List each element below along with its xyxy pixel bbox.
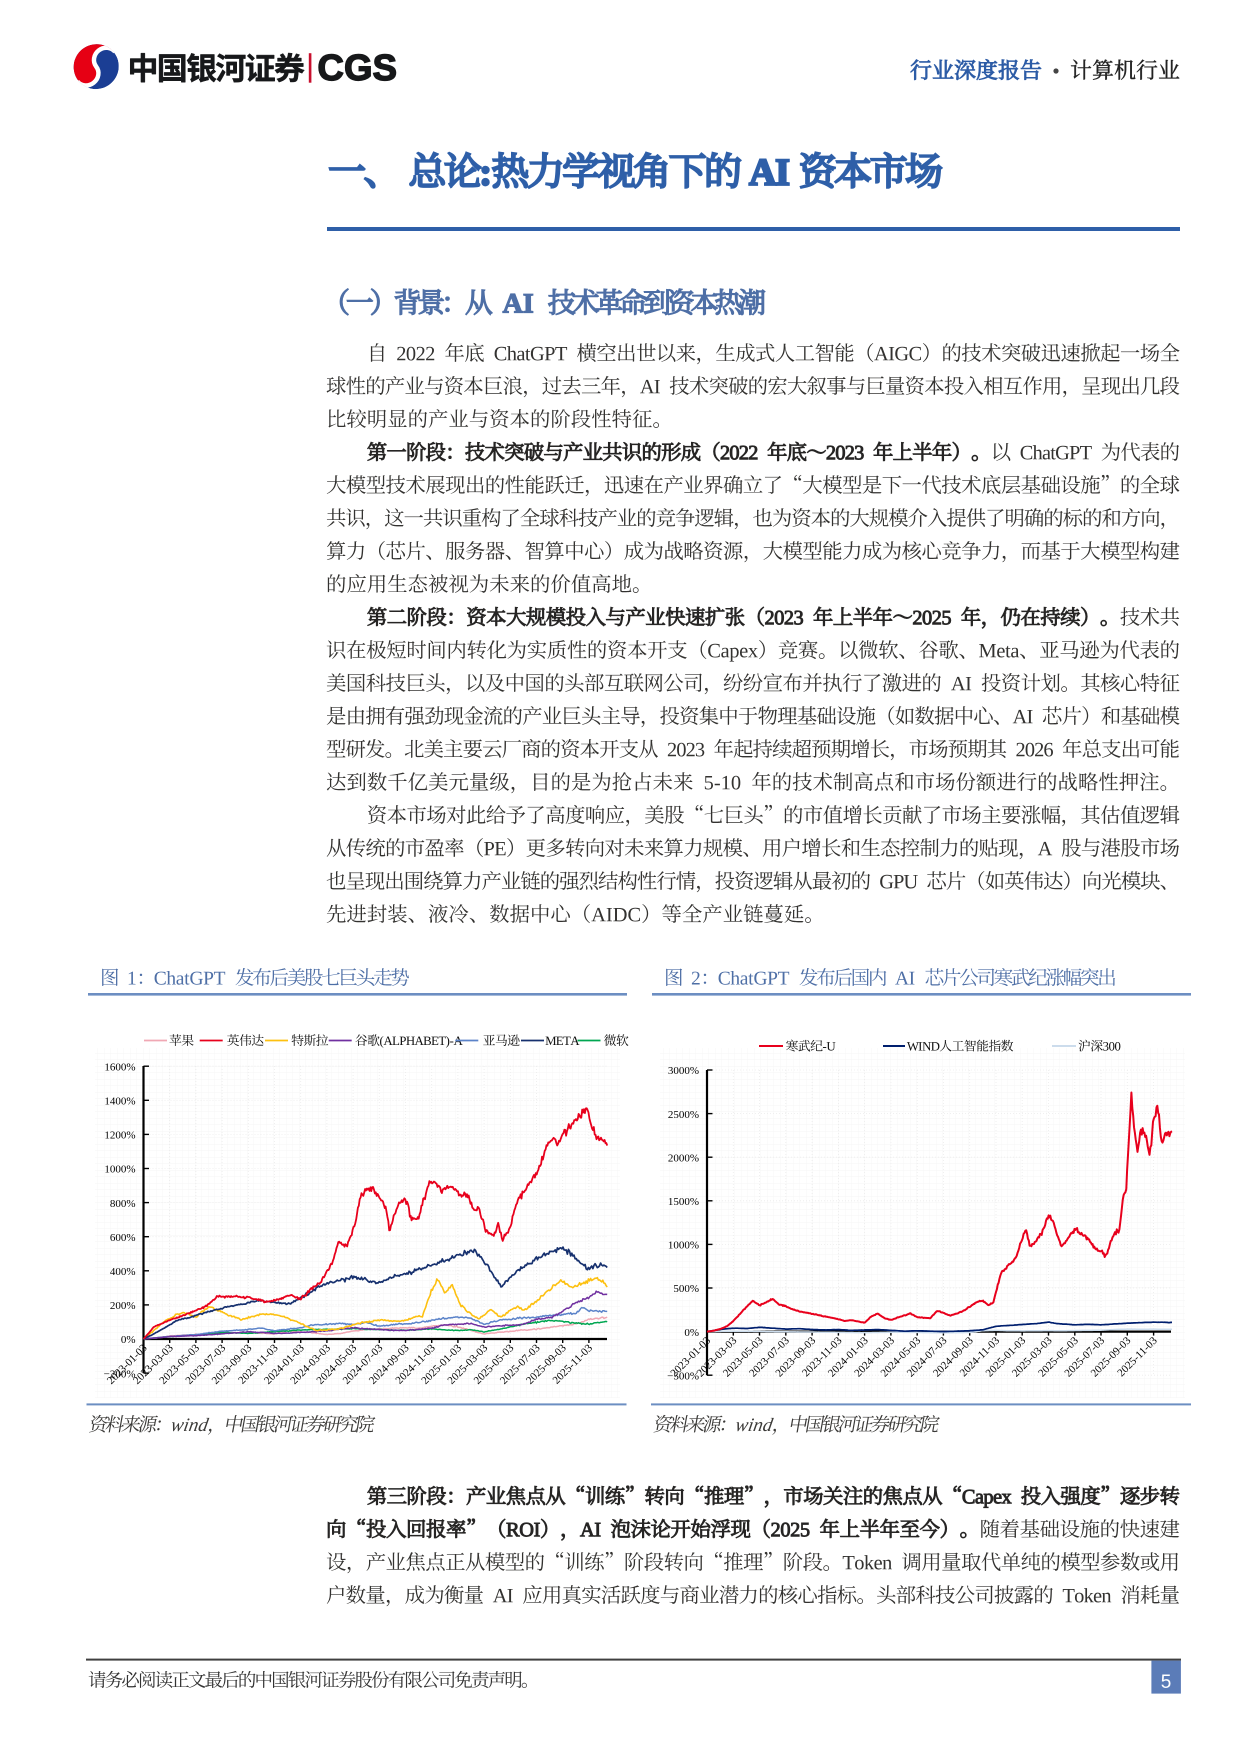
svg-text:400%: 400% — [110, 1266, 136, 1278]
svg-text:2500%: 2500% — [668, 1109, 699, 1121]
svg-text:1600%: 1600% — [104, 1061, 135, 1073]
svg-text:−500%: −500% — [667, 1370, 699, 1382]
svg-text:1000%: 1000% — [104, 1164, 135, 1176]
svg-text:200%: 200% — [110, 1300, 136, 1312]
svg-text:5: 5 — [1161, 1672, 1172, 1693]
svg-text:1200%: 1200% — [104, 1130, 135, 1142]
svg-text:800%: 800% — [110, 1198, 136, 1210]
svg-text:1000%: 1000% — [668, 1240, 699, 1252]
svg-text:0%: 0% — [121, 1334, 136, 1346]
svg-text:1400%: 1400% — [104, 1096, 135, 1108]
svg-text:2000%: 2000% — [668, 1152, 699, 1164]
svg-text:0%: 0% — [684, 1327, 699, 1339]
svg-text:1500%: 1500% — [668, 1196, 699, 1208]
svg-text:3000%: 3000% — [668, 1065, 699, 1077]
svg-text:600%: 600% — [110, 1232, 136, 1244]
svg-text:−200%: −200% — [104, 1368, 136, 1380]
svg-text:500%: 500% — [673, 1283, 699, 1295]
